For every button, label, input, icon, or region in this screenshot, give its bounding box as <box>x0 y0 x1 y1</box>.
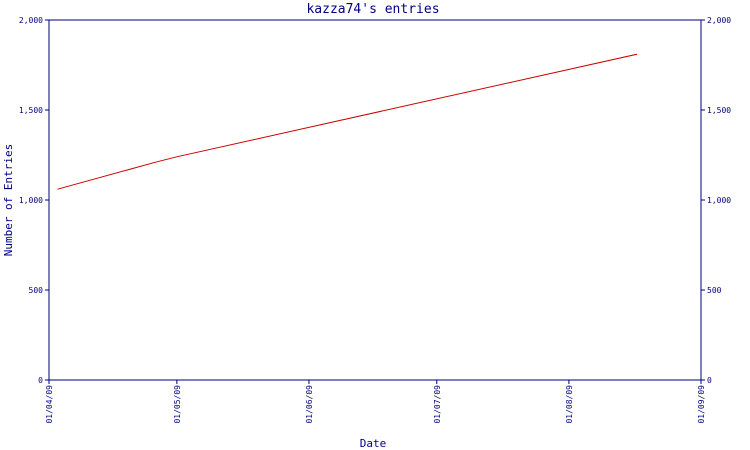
y-tick-label-left: 0 <box>38 376 43 385</box>
x-tick-label: 01/04/09 <box>45 385 54 424</box>
series-line <box>57 53 638 190</box>
y-tick-label-right: 1,000 <box>707 196 731 205</box>
y-tick-label-right: 0 <box>707 376 712 385</box>
y-axis-right: 0 500 1,000 1,500 2,000 <box>701 16 731 385</box>
x-tick-label: 01/06/09 <box>305 385 314 424</box>
x-axis: 01/04/09 01/05/09 01/06/09 01/07/09 01/08/09… <box>45 380 706 424</box>
y-axis-title: Number of Entries <box>2 144 15 257</box>
series-group <box>57 53 638 190</box>
y-tick-label-right: 1,500 <box>707 106 731 115</box>
plot-frame <box>48 19 702 381</box>
x-tick-label: 01/07/09 <box>433 385 442 424</box>
y-tick-label-right: 500 <box>707 286 722 295</box>
x-tick-label: 01/08/09 <box>565 385 574 424</box>
y-tick-label-right: 2,000 <box>707 16 731 25</box>
y-tick-label-left: 2,000 <box>19 16 43 25</box>
x-tick-label: 01/09/09 <box>697 385 706 424</box>
y-tick-label-left: 1,500 <box>19 106 43 115</box>
plot-border <box>48 19 702 381</box>
y-tick-label-left: 1,000 <box>19 196 43 205</box>
x-axis-title: Date <box>360 437 387 450</box>
y-tick-label-left: 500 <box>29 286 44 295</box>
y-axis-left: 0 500 1,000 1,500 2,000 <box>19 16 49 385</box>
chart-title: kazza74's entries <box>306 2 439 17</box>
x-tick-label: 01/05/09 <box>173 385 182 424</box>
